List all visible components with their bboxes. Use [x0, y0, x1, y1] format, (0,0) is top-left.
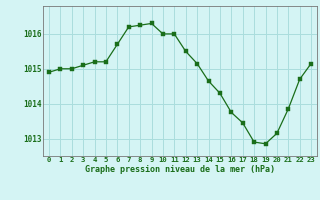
- X-axis label: Graphe pression niveau de la mer (hPa): Graphe pression niveau de la mer (hPa): [85, 165, 275, 174]
